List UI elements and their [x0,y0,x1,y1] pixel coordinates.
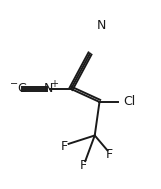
Text: +: + [50,79,58,89]
Text: Cl: Cl [123,95,135,108]
Text: F: F [61,140,68,153]
Text: C: C [17,82,26,95]
Text: N: N [43,82,53,95]
Text: N: N [96,19,106,32]
Text: F: F [105,148,113,161]
Text: −: − [10,79,18,89]
Text: F: F [80,159,87,172]
